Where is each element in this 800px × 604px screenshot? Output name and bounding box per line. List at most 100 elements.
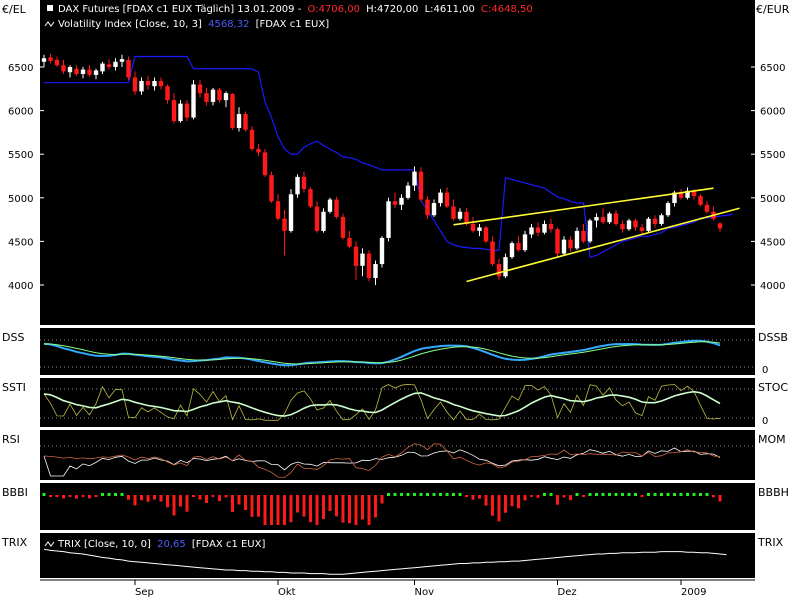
bbbi-bar-negative [283, 495, 286, 525]
candle-body [600, 216, 606, 223]
bbbi-bar-positive [595, 493, 598, 496]
bbbi-bar-negative [127, 495, 130, 500]
candle-body [48, 57, 53, 61]
bbbi-bar-positive [549, 493, 553, 496]
bbbi-bar-negative [244, 495, 247, 511]
low-value: L:4611,00 [425, 4, 475, 15]
candle-body [139, 80, 144, 92]
candle-body [444, 192, 450, 207]
candle-body [67, 67, 73, 73]
price-tick-right: 4000 [760, 281, 785, 292]
candle-body [672, 192, 677, 204]
candle-body [496, 264, 502, 277]
bbbi-bar-negative [471, 495, 475, 500]
left-unit-label: €/EL [2, 3, 27, 16]
bbbi-bar-negative [250, 495, 254, 517]
bbbi-bar-negative [231, 495, 234, 512]
trix-line [43, 548, 727, 575]
indicator-source: [FDAX c1 EUX] [256, 19, 330, 30]
right-unit-label: €/EUR [756, 3, 790, 16]
line-legend-icon [44, 21, 55, 27]
price-tick-left: 5000 [8, 194, 33, 205]
price-tick-right: 6000 [760, 107, 785, 118]
candle-body [256, 148, 261, 153]
bbbi-bar-negative [569, 495, 572, 501]
indicator-label: Volatility Index [Close, 10, 3] [58, 19, 202, 30]
header-line-1: DAX Futures [FDAX c1 EUX Täglich] 13.01.… [58, 4, 533, 15]
candle-body [412, 171, 417, 186]
dss-panel[interactable] [40, 328, 755, 375]
bbbi-bar-negative [55, 495, 59, 497]
candle-body [633, 220, 638, 228]
bbbi-bar-positive [42, 493, 46, 496]
trix-source: [FDAX c1 EUX] [192, 539, 266, 550]
bbbi-bar-negative [75, 495, 78, 499]
bbbi-bar-negative [68, 495, 72, 497]
bbbi-left-label: BBBI [2, 486, 28, 499]
price-panel[interactable] [40, 0, 755, 325]
candle-body [321, 211, 326, 231]
candle-body [425, 199, 430, 216]
price-tick-right: 4500 [760, 237, 785, 248]
trix-panel[interactable] [40, 533, 755, 578]
candle-body [145, 80, 151, 86]
candle-body [555, 229, 560, 254]
candle-body [574, 230, 580, 249]
bbbi-bar-negative [315, 495, 319, 525]
bbbi-bar-positive [627, 493, 631, 496]
candle-body [243, 114, 248, 130]
candle-body [223, 93, 229, 101]
bbbi-bar-negative [159, 495, 163, 502]
dss-signal-line [43, 341, 721, 365]
candle-body [561, 239, 567, 254]
candle-body [41, 58, 47, 62]
candle-body [288, 194, 294, 231]
dss-right-label: DSSB [758, 331, 788, 344]
time-tick-label: 2009 [681, 587, 706, 598]
ssti-panel[interactable] [40, 378, 755, 427]
candle-body [613, 213, 619, 224]
bbbi-bar-negative [712, 495, 715, 498]
bbbi-bar-positive [387, 493, 390, 496]
candle-body [301, 176, 307, 190]
candle-body [626, 220, 632, 230]
candle-body [334, 199, 339, 217]
bbbi-bar-negative [556, 495, 559, 505]
bbbi-bar-negative [218, 495, 221, 502]
candle-body [548, 223, 554, 230]
bbbi-panel[interactable] [40, 483, 755, 530]
close-value: C:4648,50 [481, 4, 533, 15]
bbbi-bar-positive [608, 493, 611, 496]
bbbi-bar-negative [497, 495, 501, 522]
bbbi-bar-negative [185, 495, 189, 512]
candle-body [665, 203, 671, 216]
bbbi-bar-positive [445, 493, 449, 496]
candle-body [113, 61, 118, 67]
candle-body [191, 84, 196, 118]
candle-body [483, 227, 489, 242]
candle-body [308, 189, 313, 207]
bbbi-bar-negative [237, 495, 241, 505]
bbbi-bar-negative [88, 495, 91, 499]
bbbi-bar-negative [530, 495, 533, 497]
bbbi-bar-positive [120, 493, 124, 496]
candle-body [54, 60, 60, 66]
bbbi-bar-positive [101, 493, 104, 496]
oscillator-layer [40, 339, 755, 575]
bbbi-bar-negative [536, 495, 540, 498]
candle-body [217, 89, 222, 101]
candle-body [327, 199, 333, 212]
candle-body [249, 129, 255, 149]
candle-body [509, 243, 515, 258]
candle-body [516, 243, 521, 251]
bbbi-bar-positive [588, 493, 592, 496]
price-tick-left: 5500 [8, 150, 33, 161]
candle-body [314, 206, 320, 231]
trix-legend-icon [44, 541, 55, 547]
bbbi-bar-negative [484, 495, 488, 506]
bbbi-bar-positive [653, 493, 657, 496]
candle-body [646, 218, 651, 231]
candle-body [503, 257, 508, 277]
